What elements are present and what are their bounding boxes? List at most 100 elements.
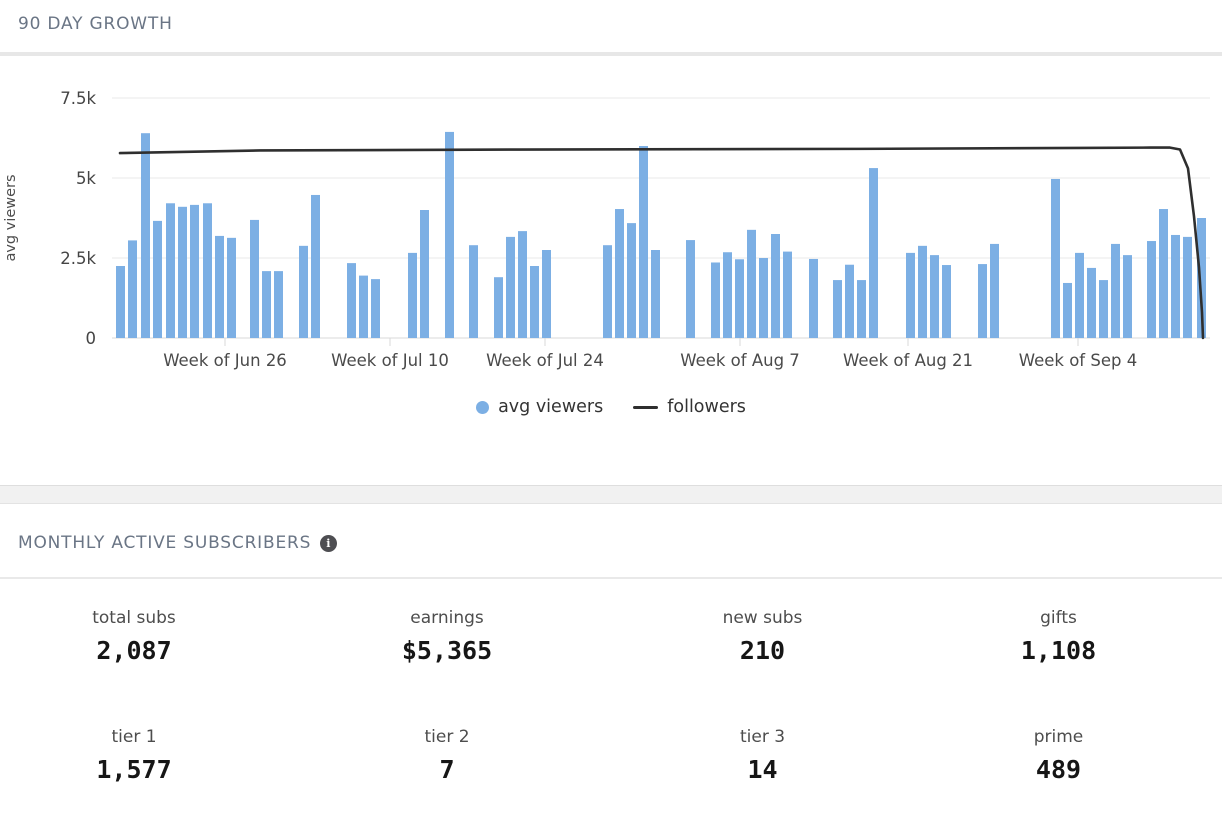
- avg-viewers-bar[interactable]: [274, 271, 283, 338]
- avg-viewers-bar[interactable]: [651, 250, 660, 338]
- avg-viewers-bar[interactable]: [747, 229, 756, 338]
- avg-viewers-bar[interactable]: [506, 236, 515, 338]
- y-axis-tick-label: 7.5k: [60, 89, 96, 108]
- avg-viewers-bar[interactable]: [153, 220, 162, 338]
- avg-viewers-bar[interactable]: [833, 280, 842, 338]
- info-icon[interactable]: i: [320, 534, 338, 552]
- avg-viewers-bar[interactable]: [942, 265, 951, 338]
- avg-viewers-bar[interactable]: [857, 280, 866, 338]
- avg-viewers-bar[interactable]: [1159, 209, 1168, 338]
- avg-viewers-bar[interactable]: [359, 275, 368, 338]
- avg-viewers-bar[interactable]: [215, 235, 224, 338]
- avg-viewers-bar[interactable]: [845, 264, 854, 338]
- avg-viewers-bar[interactable]: [1063, 282, 1072, 338]
- avg-viewers-bar[interactable]: [1123, 255, 1132, 338]
- stat-label: prime: [1033, 727, 1084, 747]
- stat-label: new subs: [722, 608, 803, 628]
- avg-viewers-bar[interactable]: [809, 258, 818, 338]
- avg-viewers-bar[interactable]: [639, 146, 648, 338]
- avg-viewers-bar[interactable]: [990, 243, 999, 338]
- stat-value: 7: [439, 755, 455, 784]
- avg-viewers-bar[interactable]: [1075, 252, 1084, 338]
- avg-viewers-bar[interactable]: [250, 219, 259, 338]
- y-axis-tick-label: 2.5k: [60, 249, 96, 268]
- x-axis-tick-label: Week of Sep 4: [1019, 351, 1137, 370]
- avg-viewers-bar[interactable]: [420, 210, 429, 338]
- stat-earnings: earnings $5,365: [268, 608, 626, 665]
- stat-tier-2: tier 2 7: [268, 727, 626, 784]
- growth-chart-canvas: 0 2.5k 5k 7.5k avg viewers Week of Jun 26 Week…: [3, 89, 1210, 370]
- x-axis-tick-label: Week of Jul 10: [331, 351, 449, 370]
- stat-value: 14: [747, 755, 778, 784]
- section-separator-band: [0, 485, 1222, 504]
- avg-viewers-bar[interactable]: [518, 231, 527, 338]
- stat-value: 2,087: [96, 636, 172, 665]
- avg-viewers-bar[interactable]: [735, 259, 744, 338]
- section-divider: [0, 52, 1222, 56]
- avg-viewers-bar[interactable]: [1197, 218, 1206, 338]
- avg-viewers-bar[interactable]: [299, 245, 308, 338]
- subscribers-title-text: MONTHLY ACTIVE SUBSCRIBERS: [18, 533, 312, 553]
- stat-value: 210: [739, 636, 786, 665]
- avg-viewers-bar[interactable]: [930, 255, 939, 338]
- avg-viewers-bar[interactable]: [408, 252, 417, 338]
- followers-marker-icon: [633, 405, 659, 409]
- avg-viewers-bar[interactable]: [227, 237, 236, 338]
- avg-viewers-bar[interactable]: [686, 240, 695, 338]
- avg-viewers-bar[interactable]: [178, 206, 187, 338]
- avg-viewers-bar[interactable]: [530, 266, 539, 338]
- avg-viewers-bar[interactable]: [1147, 241, 1156, 338]
- x-axis-tick-label: Week of Aug 21: [843, 351, 973, 370]
- stat-value: $5,365: [401, 636, 493, 665]
- avg-viewers-bar[interactable]: [1087, 267, 1096, 338]
- legend-item-followers[interactable]: followers: [633, 397, 746, 417]
- x-axis-tick-label: Week of Jun 26: [163, 351, 287, 370]
- avg-viewers-bar[interactable]: [978, 264, 987, 338]
- stat-label: total subs: [92, 608, 176, 628]
- y-axis-title: avg viewers: [3, 174, 19, 261]
- avg-viewers-bar[interactable]: [203, 203, 212, 338]
- avg-viewers-bar[interactable]: [783, 251, 792, 338]
- legend-item-avg-viewers[interactable]: avg viewers: [476, 397, 603, 417]
- y-axis-tick-label: 5k: [76, 169, 96, 188]
- avg-viewers-bar[interactable]: [711, 262, 720, 338]
- avg-viewers-bar[interactable]: [469, 245, 478, 338]
- avg-viewers-bar[interactable]: [723, 252, 732, 338]
- avg-viewers-bar[interactable]: [759, 258, 768, 338]
- avg-viewers-bar[interactable]: [166, 203, 175, 338]
- avg-viewers-bar[interactable]: [918, 245, 927, 338]
- stat-prime: prime 489: [899, 727, 1218, 784]
- avg-viewers-bar[interactable]: [627, 223, 636, 338]
- avg-viewers-bar[interactable]: [445, 131, 454, 338]
- followers-line[interactable]: [118, 146, 1205, 340]
- stat-tier-3: tier 3 14: [626, 727, 899, 784]
- avg-viewers-bar[interactable]: [494, 277, 503, 338]
- avg-viewers-bar[interactable]: [1111, 243, 1120, 338]
- stat-label: tier 1: [111, 727, 157, 747]
- avg-viewers-bar[interactable]: [771, 234, 780, 338]
- avg-viewers-bar[interactable]: [190, 204, 199, 338]
- stat-gifts: gifts 1,108: [899, 608, 1218, 665]
- stat-total-subs: total subs 2,087: [0, 608, 268, 665]
- avg-viewers-bar[interactable]: [1099, 280, 1108, 338]
- avg-viewers-bar[interactable]: [1171, 234, 1180, 338]
- legend-label: avg viewers: [498, 397, 604, 417]
- avg-viewers-bar[interactable]: [1183, 236, 1192, 338]
- avg-viewers-bar[interactable]: [542, 250, 551, 338]
- avg-viewers-bar[interactable]: [869, 168, 878, 338]
- legend-label: followers: [667, 397, 746, 417]
- avg-viewers-bar[interactable]: [615, 209, 624, 338]
- avg-viewers-bar[interactable]: [1051, 178, 1060, 338]
- avg-viewers-marker-icon: [476, 400, 490, 414]
- avg-viewers-bar[interactable]: [116, 266, 125, 338]
- avg-viewers-bar[interactable]: [311, 194, 320, 338]
- avg-viewers-bar[interactable]: [262, 271, 271, 338]
- avg-viewers-bar[interactable]: [906, 252, 915, 338]
- avg-viewers-bar[interactable]: [141, 133, 150, 338]
- avg-viewers-bar[interactable]: [128, 240, 137, 338]
- stat-new-subs: new subs 210: [626, 608, 899, 665]
- avg-viewers-bar[interactable]: [347, 263, 356, 338]
- subscriber-stats: total subs 2,087 earnings $5,365 new sub…: [0, 579, 1222, 784]
- avg-viewers-bar[interactable]: [603, 245, 612, 338]
- avg-viewers-bar[interactable]: [371, 279, 380, 338]
